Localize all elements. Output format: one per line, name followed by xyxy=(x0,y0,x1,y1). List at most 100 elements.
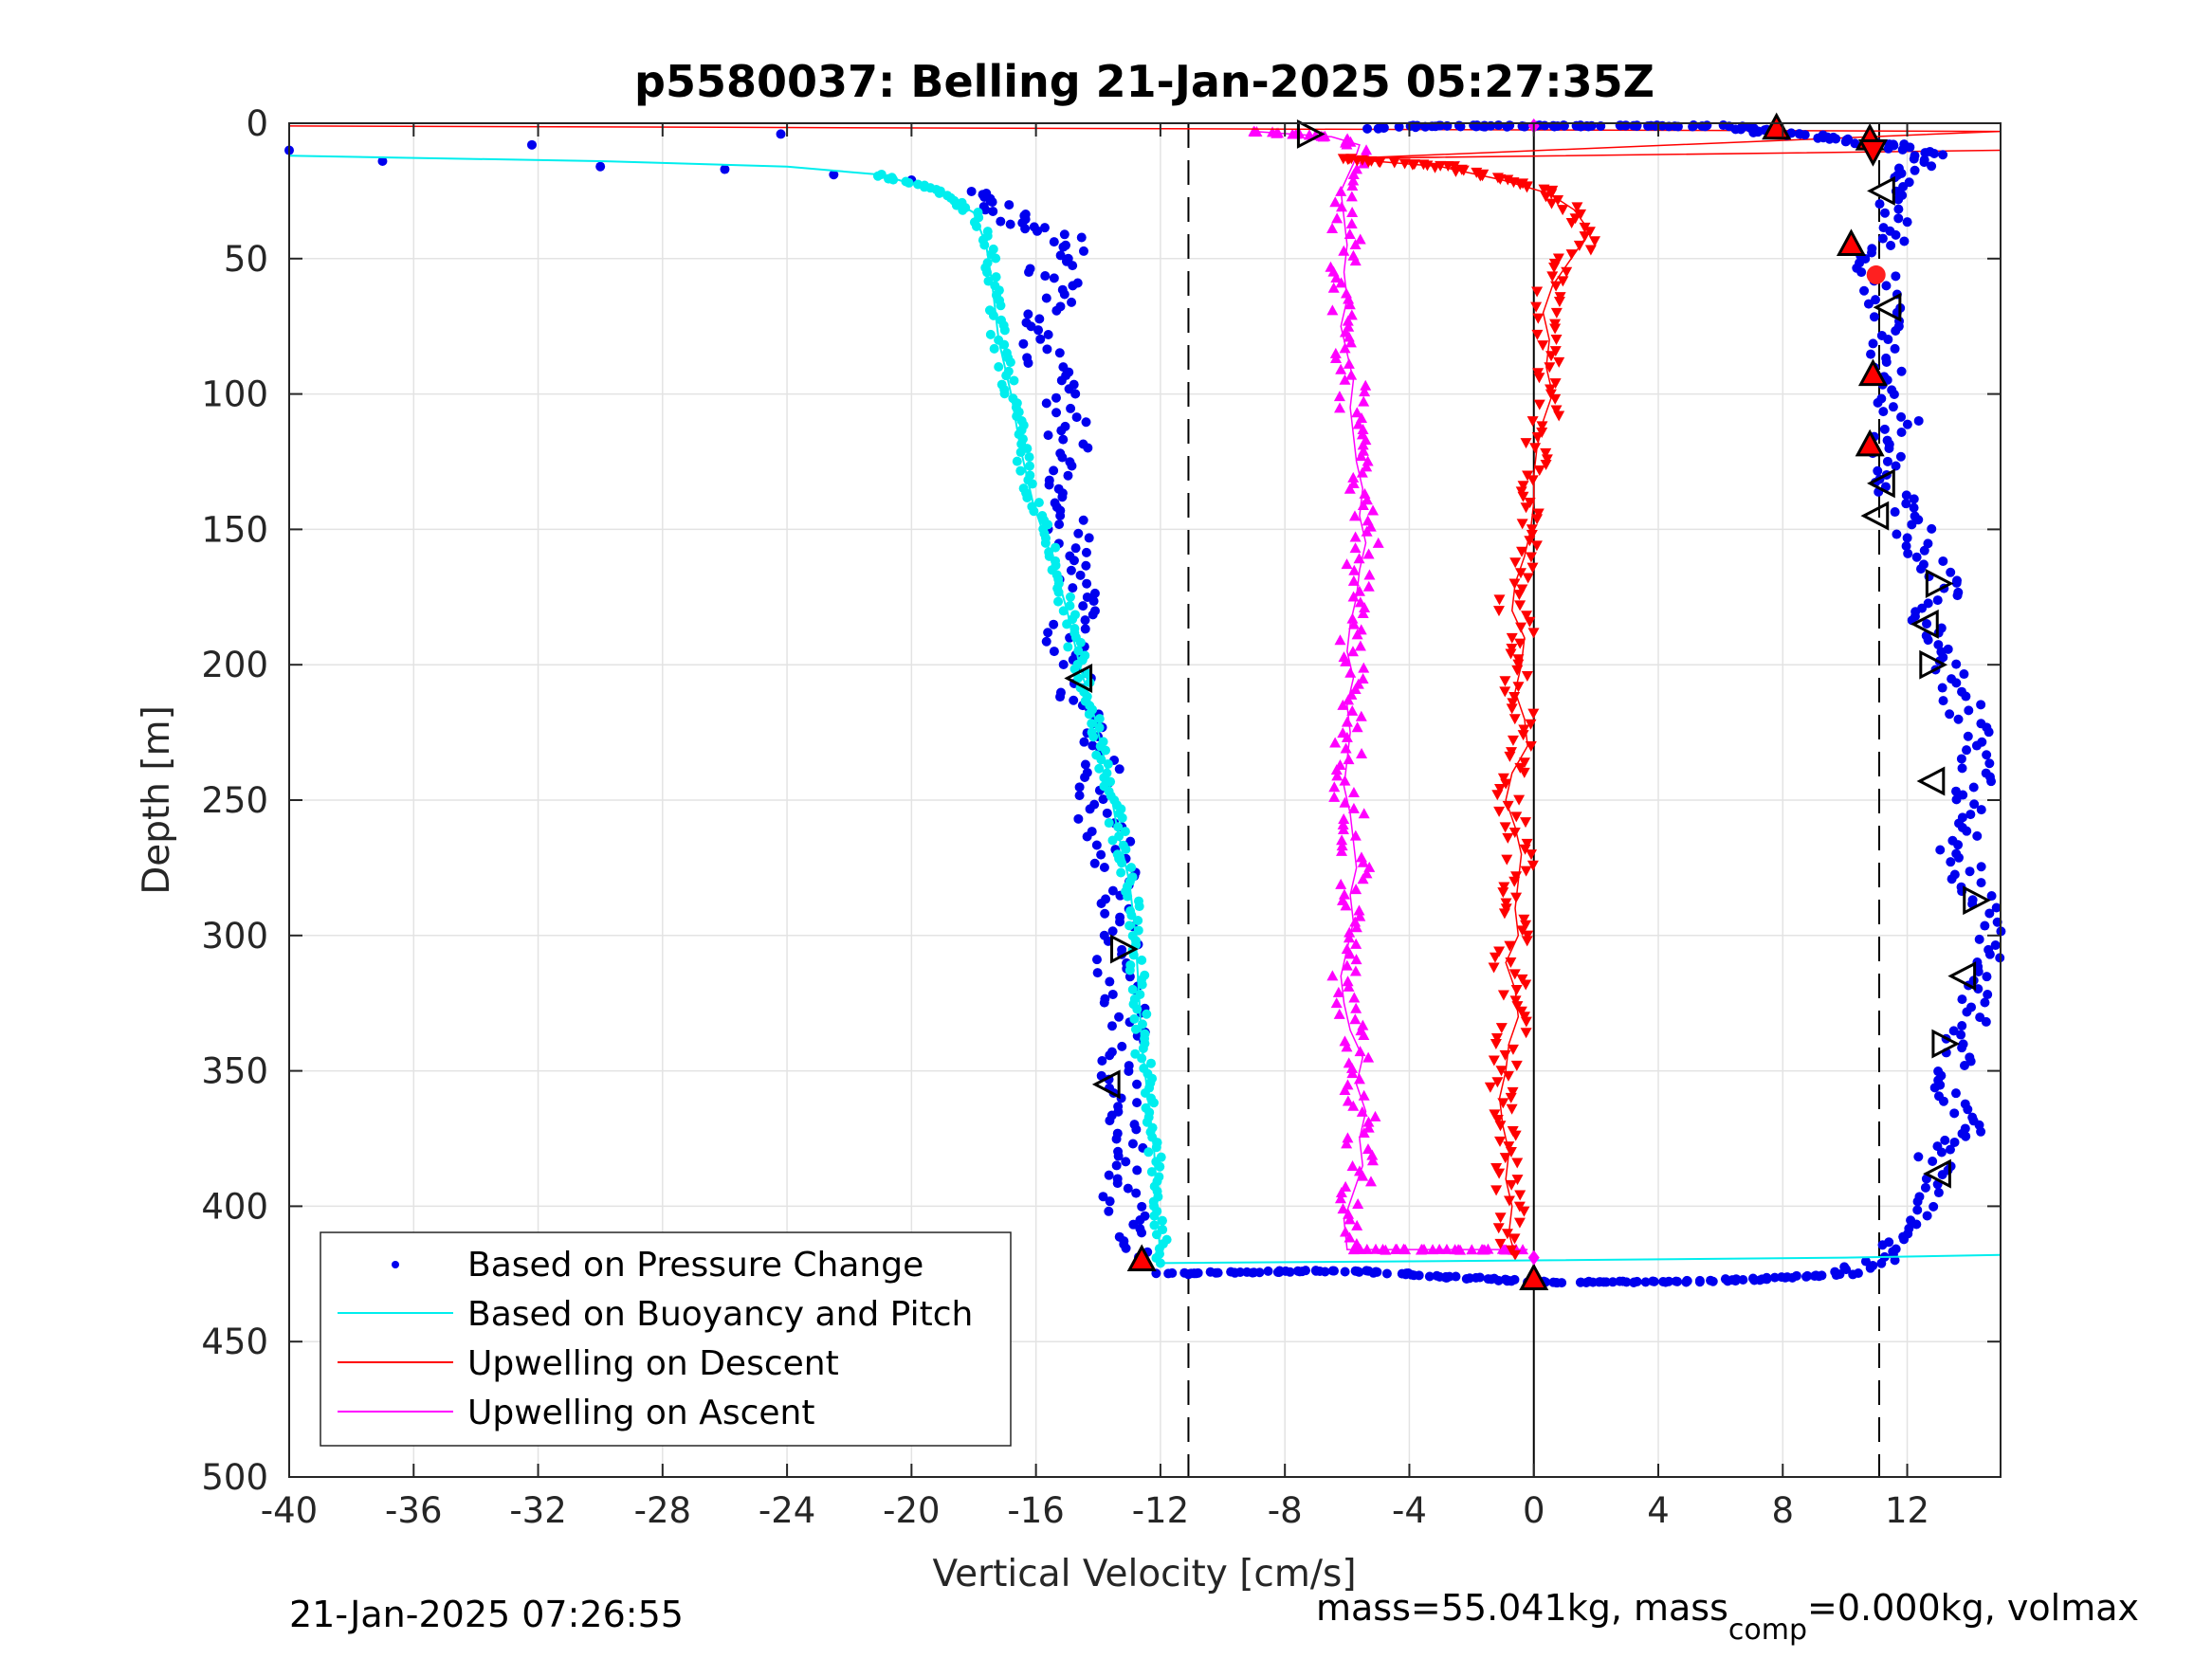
ascent-upwelling-marker xyxy=(1304,129,1316,140)
descent-upwelling-marker xyxy=(1516,584,1528,595)
buoyancy-velocity-dot xyxy=(1104,818,1114,829)
ascent-upwelling-marker xyxy=(1369,1110,1381,1121)
pressure-velocity-dot xyxy=(1943,644,1953,654)
descent-upwelling-marker xyxy=(1491,790,1504,801)
ascent-upwelling-marker xyxy=(1327,282,1340,293)
descent-upwelling-marker xyxy=(1518,767,1530,778)
ascent-upwelling-marker xyxy=(1341,1041,1353,1052)
buoyancy-velocity-dot xyxy=(1117,812,1127,823)
descent-upwelling-marker xyxy=(1546,271,1559,283)
pressure-velocity-dot xyxy=(1910,151,1920,161)
descent-upwelling-marker xyxy=(1516,546,1528,557)
ascent-upwelling-marker xyxy=(1331,212,1344,224)
buoyancy-velocity-dot xyxy=(1027,479,1037,489)
descent-upwelling-marker xyxy=(1497,1098,1509,1109)
ascent-upwelling-marker xyxy=(1356,747,1368,758)
pressure-velocity-dot xyxy=(1980,921,1990,931)
ascent-upwelling-marker xyxy=(1338,651,1350,663)
pressure-velocity-dot xyxy=(1092,968,1103,978)
descent-upwelling-marker xyxy=(1519,844,1531,855)
buoyancy-velocity-dot xyxy=(1069,664,1080,674)
descent-upwelling-marker xyxy=(1504,940,1516,952)
ascent-upwelling-marker xyxy=(1334,759,1346,771)
ascent-upwelling-marker xyxy=(1350,1002,1362,1013)
pressure-velocity-dot xyxy=(1940,1135,1950,1145)
ascent-upwelling-marker xyxy=(1343,754,1355,765)
descent-upwelling-marker xyxy=(1512,682,1525,693)
pressure-velocity-dot xyxy=(1738,121,1748,132)
pressure-velocity-dot xyxy=(1896,411,1907,422)
pressure-velocity-dot xyxy=(1111,1160,1122,1171)
buoyancy-velocity-dot xyxy=(1133,915,1143,925)
ascent-upwelling-marker xyxy=(1341,716,1353,727)
ascent-upwelling-marker xyxy=(1349,830,1362,841)
descent-upwelling-marker xyxy=(1508,828,1521,839)
descent-upwelling-marker xyxy=(1527,628,1540,639)
pressure-velocity-dot xyxy=(1082,831,1092,842)
pressure-velocity-dot xyxy=(1965,810,1976,820)
buoyancy-velocity-dot xyxy=(1129,1013,1140,1024)
descent-upwelling-marker xyxy=(1495,1023,1508,1034)
descent-upwelling-marker xyxy=(1531,514,1544,525)
ascent-upwelling-marker xyxy=(1344,337,1357,348)
pressure-velocity-dot xyxy=(1938,150,1948,160)
pressure-velocity-dot xyxy=(1927,523,1937,534)
pressure-velocity-dot xyxy=(1958,1039,1968,1049)
descent-upwelling-marker xyxy=(1474,171,1487,182)
turn-marker-left-icon xyxy=(1916,766,1946,796)
pressure-velocity-dot xyxy=(1976,878,1986,888)
descent-upwelling-marker xyxy=(1489,952,1501,963)
ascent-upwelling-marker xyxy=(1341,558,1353,570)
descent-upwelling-marker xyxy=(1429,162,1441,173)
pressure-velocity-dot xyxy=(1966,1002,1977,1012)
descent-upwelling-marker xyxy=(1516,974,1528,985)
descent-upwelling-marker xyxy=(1532,508,1545,520)
pressure-velocity-dot xyxy=(1441,1272,1452,1283)
y-tick-label: 200 xyxy=(201,645,268,685)
pressure-velocity-dot xyxy=(1080,624,1090,634)
pressure-velocity-dot xyxy=(1951,575,1962,586)
pressure-velocity-dot xyxy=(829,170,839,180)
descent-upwelling-marker xyxy=(1521,611,1533,622)
buoyancy-velocity-dot xyxy=(1149,1211,1160,1221)
descent-upwelling-marker xyxy=(1513,794,1526,806)
ascent-upwelling-marker xyxy=(1362,1121,1375,1133)
pressure-velocity-dot xyxy=(1105,1116,1115,1126)
ascent-upwelling-marker xyxy=(1339,796,1351,808)
ascent-upwelling-marker xyxy=(1355,851,1367,863)
x-tick-label: -12 xyxy=(1132,1490,1189,1531)
pressure-velocity-dot xyxy=(1105,1196,1115,1207)
pressure-velocity-dot xyxy=(1068,261,1078,271)
legend-entry-pressure: Based on Pressure Change xyxy=(392,1246,923,1285)
pressure-velocity-dot xyxy=(1876,393,1887,404)
event-marker-up-icon xyxy=(1126,1244,1157,1272)
ascent-upwelling-marker xyxy=(1346,180,1359,191)
descent-upwelling-marker xyxy=(1499,1153,1511,1164)
pressure-velocity-dot xyxy=(1310,1266,1321,1276)
pressure-velocity-dot xyxy=(1420,121,1431,132)
descent-upwelling-marker xyxy=(1457,165,1470,176)
pressure-velocity-dot xyxy=(1694,1275,1705,1285)
descent-upwelling-marker xyxy=(1579,231,1591,243)
buoyancy-velocity-dot xyxy=(991,272,1001,283)
pressure-velocity-dot xyxy=(1018,338,1029,349)
ascent-upwelling-marker xyxy=(1339,1085,1351,1096)
pressure-velocity-dot xyxy=(1769,1272,1780,1283)
buoyancy-velocity-dot xyxy=(1087,719,1097,729)
pressure-velocity-dot xyxy=(1104,1206,1114,1216)
pressure-velocity-dot xyxy=(1067,297,1077,307)
pressure-velocity-dot xyxy=(1853,1268,1863,1279)
x-tick-label: 8 xyxy=(1771,1490,1794,1531)
descent-upwelling-marker xyxy=(1508,1233,1521,1245)
ascent-upwelling-marker xyxy=(1348,618,1361,629)
x-tick-label: -40 xyxy=(261,1490,318,1531)
buoyancy-velocity-dot xyxy=(1040,538,1051,548)
ascent-upwelling-marker xyxy=(1357,673,1369,684)
pressure-velocity-dot xyxy=(1984,908,1995,919)
ascent-upwelling-marker xyxy=(1342,133,1354,144)
descent-upwelling-marker xyxy=(1549,323,1562,335)
pressure-velocity-dot xyxy=(1912,1205,1923,1215)
descent-upwelling-marker xyxy=(1517,481,1529,492)
ascent-upwelling-marker xyxy=(1339,1226,1351,1237)
pressure-velocity-dot xyxy=(1919,545,1929,556)
